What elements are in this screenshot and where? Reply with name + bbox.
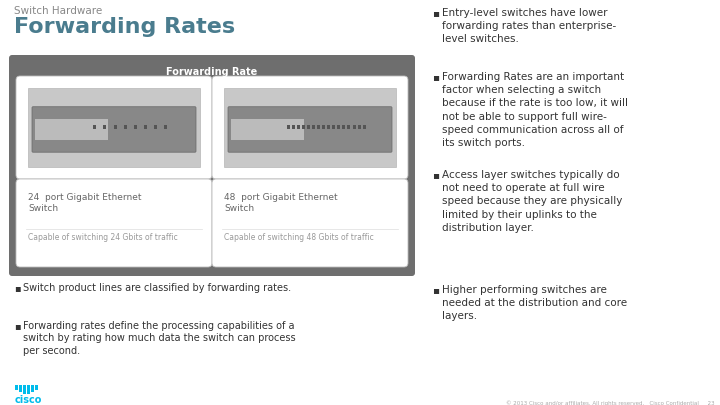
Bar xyxy=(104,125,107,129)
FancyBboxPatch shape xyxy=(212,76,408,179)
Text: ▪: ▪ xyxy=(14,321,21,331)
Bar xyxy=(19,385,22,392)
Bar xyxy=(154,125,157,129)
Bar xyxy=(312,125,315,129)
Text: Forwarding rates define the processing capabilities of a
switch by rating how mu: Forwarding rates define the processing c… xyxy=(23,321,296,356)
Text: 24  port Gigabit Ethernet
Switch: 24 port Gigabit Ethernet Switch xyxy=(28,193,142,213)
Bar xyxy=(343,125,346,129)
Bar xyxy=(28,88,200,167)
FancyBboxPatch shape xyxy=(212,179,408,267)
Bar xyxy=(348,125,351,129)
Bar xyxy=(231,119,304,141)
Bar xyxy=(164,125,167,129)
Bar xyxy=(287,125,289,129)
Bar xyxy=(307,125,310,129)
Bar xyxy=(27,385,30,394)
Bar xyxy=(327,125,330,129)
Text: Forwarding Rate: Forwarding Rate xyxy=(166,67,258,77)
Bar xyxy=(31,385,34,392)
Bar xyxy=(363,125,366,129)
Text: 48  port Gigabit Ethernet
Switch: 48 port Gigabit Ethernet Switch xyxy=(224,193,338,213)
Text: Switch Hardware: Switch Hardware xyxy=(14,6,102,16)
FancyBboxPatch shape xyxy=(228,107,392,152)
Bar xyxy=(322,125,325,129)
Bar xyxy=(23,385,26,394)
Text: Forwarding Rates are an important
factor when selecting a switch
because if the : Forwarding Rates are an important factor… xyxy=(442,72,628,148)
Bar xyxy=(35,119,108,141)
Bar xyxy=(94,125,96,129)
Text: Switch product lines are classified by forwarding rates.: Switch product lines are classified by f… xyxy=(23,283,291,293)
Bar xyxy=(338,125,341,129)
Bar xyxy=(124,125,127,129)
FancyBboxPatch shape xyxy=(16,76,212,179)
Bar xyxy=(15,385,18,390)
Bar xyxy=(317,125,320,129)
FancyBboxPatch shape xyxy=(16,179,212,267)
Text: ▪: ▪ xyxy=(432,285,439,295)
Text: ▪: ▪ xyxy=(432,8,439,18)
Bar xyxy=(333,125,336,129)
Bar xyxy=(35,385,38,390)
Bar xyxy=(358,125,361,129)
Bar xyxy=(302,125,305,129)
Bar xyxy=(292,125,294,129)
Text: Access layer switches typically do
not need to operate at full wire
speed becaus: Access layer switches typically do not n… xyxy=(442,170,622,233)
Text: Higher performing switches are
needed at the distribution and core
layers.: Higher performing switches are needed at… xyxy=(442,285,627,322)
Bar xyxy=(144,125,147,129)
Text: Forwarding Rates: Forwarding Rates xyxy=(14,17,235,37)
Text: ▪: ▪ xyxy=(14,283,21,293)
Text: ▪: ▪ xyxy=(432,170,439,180)
Bar xyxy=(297,125,300,129)
Bar xyxy=(114,125,117,129)
Text: cisco: cisco xyxy=(15,395,42,405)
Text: © 2013 Cisco and/or affiliates. All rights reserved.   Cisco Confidential     23: © 2013 Cisco and/or affiliates. All righ… xyxy=(506,400,715,405)
Bar xyxy=(134,125,137,129)
Bar xyxy=(224,88,396,167)
Text: Capable of switching 24 Gbits of traffic: Capable of switching 24 Gbits of traffic xyxy=(28,233,178,242)
Bar xyxy=(353,125,356,129)
Text: ▪: ▪ xyxy=(432,72,439,82)
Text: Entry-level switches have lower
forwarding rates than enterprise-
level switches: Entry-level switches have lower forwardi… xyxy=(442,8,616,45)
Text: Capable of switching 48 Gbits of traffic: Capable of switching 48 Gbits of traffic xyxy=(224,233,374,242)
FancyBboxPatch shape xyxy=(32,107,196,152)
FancyBboxPatch shape xyxy=(9,55,415,276)
